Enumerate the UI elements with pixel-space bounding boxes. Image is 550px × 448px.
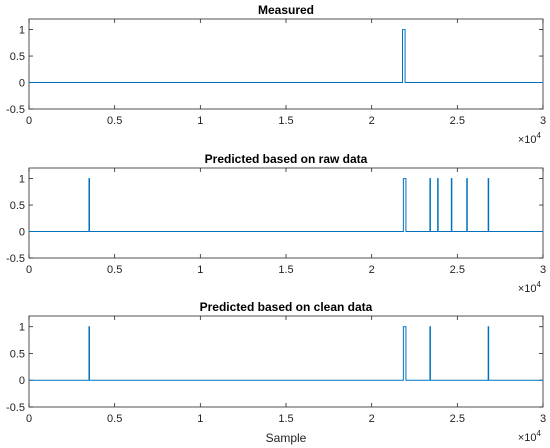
x-tick-label: 2.5 <box>450 264 465 276</box>
series-line <box>29 178 543 233</box>
x-tick-label: 2.5 <box>450 413 465 425</box>
x-exponent-label: ×104 <box>518 429 542 444</box>
x-exponent-label: ×104 <box>518 280 542 295</box>
x-tick-label: 1 <box>197 264 203 276</box>
x-tick-label: 2.5 <box>450 115 465 127</box>
x-exponent-label: ×104 <box>518 131 542 146</box>
y-tick-label: 0.5 <box>10 51 25 63</box>
x-tick-label: 1.5 <box>278 115 293 127</box>
x-tick-label: 2 <box>369 115 375 127</box>
subplot-3: Predicted based on clean data-0.500.510 0… <box>6 300 546 445</box>
y-tick-label: 1 <box>19 322 25 334</box>
x-tick-label: 0.5 <box>107 115 122 127</box>
x-exponent-value: 4 <box>537 429 542 438</box>
y-tick-label: -0.5 <box>6 253 25 265</box>
x-axis-label: Sample <box>266 431 307 445</box>
axes-box <box>28 18 544 110</box>
subplot-2: Predicted based on raw data-0.500.510 0.5… <box>6 152 546 295</box>
y-tick-label: 1 <box>19 25 25 37</box>
y-tick-label: 0.5 <box>10 200 25 212</box>
x-exponent-value: 4 <box>537 131 542 140</box>
x-tick-label: 1 <box>197 115 203 127</box>
x-tick-label: 0 <box>26 264 32 276</box>
y-tick-label: 0 <box>19 78 25 90</box>
x-tick-label: 1.5 <box>278 264 293 276</box>
series-line <box>29 326 543 381</box>
y-tick-label: 1 <box>19 174 25 186</box>
y-tick-label: -0.5 <box>6 402 25 414</box>
y-tick-label: 0 <box>19 227 25 239</box>
x-tick-label: 1.5 <box>278 413 293 425</box>
x-tick-label: 3 <box>540 264 546 276</box>
axes-box <box>28 315 544 408</box>
y-tick-label: 0.5 <box>10 348 25 360</box>
x-tick-label: 0.5 <box>107 264 122 276</box>
x-exponent-value: 4 <box>537 280 542 289</box>
y-tick-label: 0 <box>19 375 25 387</box>
x-tick-label: 1 <box>197 413 203 425</box>
subplot-1: Measured-0.500.510 0.5 1 1.5 2 2.5 3×104 <box>6 3 546 146</box>
x-tick-label: 0 <box>26 115 32 127</box>
plot-title: Measured <box>258 3 314 17</box>
series-line <box>29 29 543 84</box>
y-tick-label: -0.5 <box>6 104 25 116</box>
axes-box <box>28 167 544 259</box>
x-tick-label: 3 <box>540 413 546 425</box>
x-tick-label: 2 <box>369 264 375 276</box>
x-tick-label: 0.5 <box>107 413 122 425</box>
plot-title: Predicted based on raw data <box>205 152 368 166</box>
x-tick-label: 3 <box>540 115 546 127</box>
x-tick-label: 0 <box>26 413 32 425</box>
plot-title: Predicted based on clean data <box>200 300 373 314</box>
x-tick-label: 2 <box>369 413 375 425</box>
